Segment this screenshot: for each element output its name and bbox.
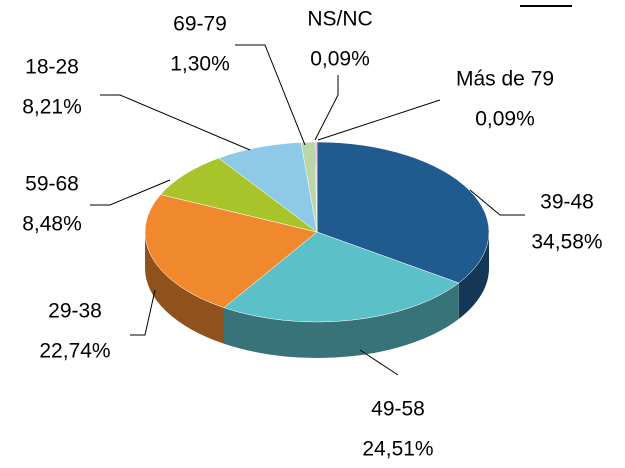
value-label: 24,51% [362,438,433,461]
value-label: 34,58% [531,231,602,254]
slice [316,141,490,284]
slice-label: 18-28 [25,56,79,79]
slice [160,157,318,233]
leader-line [314,75,339,141]
leader-line [359,349,399,376]
value-label: 8,48% [22,213,82,236]
leader-line [90,179,171,206]
value-label: 8,21% [22,96,82,119]
slice [223,231,460,323]
value-label: 22,74% [39,340,110,363]
slice-label: NS/NC [307,8,372,31]
leader-line [130,289,156,336]
slice [315,141,318,233]
slice-side [224,282,459,358]
slice-label: 29-38 [48,300,102,323]
slice [218,142,318,233]
leader-line [235,44,306,146]
slice-side [458,232,489,319]
value-label: 0,09% [310,48,370,71]
value-label: 0,09% [475,108,535,131]
leader-line [317,99,441,141]
slice-label: 39-48 [540,191,594,214]
slice-label: Más de 79 [456,68,554,91]
value-label: 1,30% [170,53,230,76]
slice-label: 69-79 [173,13,227,36]
slice [144,194,318,308]
slice-label: 49-58 [371,398,425,421]
slice-label: 59-68 [25,173,79,196]
leader-line [469,189,525,216]
leader-line [100,94,251,151]
slice-side [145,232,225,344]
